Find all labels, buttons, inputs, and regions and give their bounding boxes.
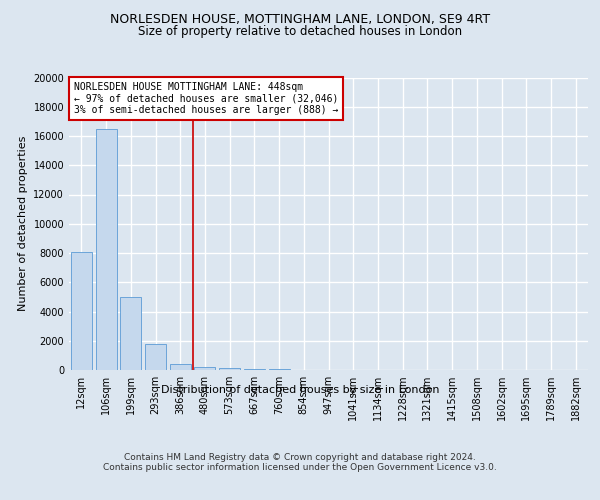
Bar <box>194 367 215 370</box>
Y-axis label: Number of detached properties: Number of detached properties <box>18 136 28 312</box>
Bar <box>95 128 116 370</box>
Bar <box>244 368 265 370</box>
Text: Contains HM Land Registry data © Crown copyright and database right 2024.
Contai: Contains HM Land Registry data © Crown c… <box>103 452 497 472</box>
Text: NORLESDEN HOUSE, MOTTINGHAM LANE, LONDON, SE9 4RT: NORLESDEN HOUSE, MOTTINGHAM LANE, LONDON… <box>110 12 490 26</box>
Text: Distribution of detached houses by size in London: Distribution of detached houses by size … <box>161 385 439 395</box>
Bar <box>145 344 166 370</box>
Text: NORLESDEN HOUSE MOTTINGHAM LANE: 448sqm
← 97% of detached houses are smaller (32: NORLESDEN HOUSE MOTTINGHAM LANE: 448sqm … <box>74 82 338 115</box>
Bar <box>269 369 290 370</box>
Bar <box>219 368 240 370</box>
Bar <box>120 297 141 370</box>
Bar <box>71 252 92 370</box>
Text: Size of property relative to detached houses in London: Size of property relative to detached ho… <box>138 25 462 38</box>
Bar <box>170 364 191 370</box>
